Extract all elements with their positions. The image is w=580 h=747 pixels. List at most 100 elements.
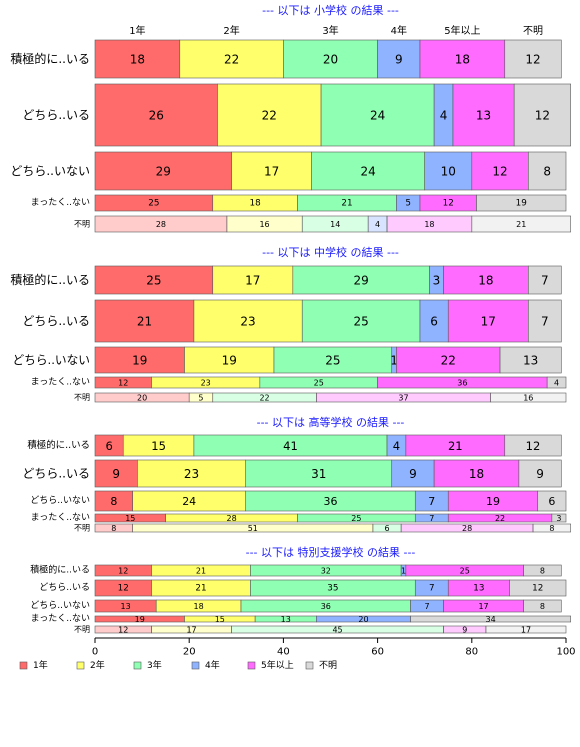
- data-label: 17: [245, 274, 260, 288]
- row-label: まったく..ない: [31, 377, 90, 388]
- data-label: 18: [455, 53, 470, 67]
- row-label: どちら..いる: [22, 314, 90, 328]
- data-label: 22: [259, 394, 269, 403]
- data-label: 31: [311, 467, 326, 481]
- data-label: 26: [149, 109, 164, 123]
- data-label: 12: [526, 439, 541, 453]
- bar-segment: [377, 39, 421, 79]
- legend-swatch: [191, 661, 200, 670]
- data-label: 22: [495, 514, 505, 523]
- data-label: 15: [125, 514, 135, 523]
- bar-segment: [528, 265, 562, 295]
- row-label: どちら..いない: [30, 495, 90, 506]
- bar-segment: [513, 83, 572, 147]
- x-tick-label: 60: [371, 647, 384, 658]
- data-label: 7: [428, 495, 435, 508]
- data-label: 20: [137, 394, 147, 403]
- data-label: 4: [440, 109, 448, 123]
- bar-segment: [532, 523, 572, 533]
- data-label: 10: [441, 165, 456, 179]
- data-label: 9: [536, 467, 544, 481]
- column-header: 5年以上: [444, 24, 480, 37]
- data-label: 13: [473, 584, 484, 594]
- data-label: 8: [549, 524, 554, 533]
- data-label: 4: [393, 439, 400, 453]
- bar-segment: [551, 513, 567, 523]
- data-label: 21: [341, 199, 352, 209]
- row-label: 不明: [74, 220, 90, 229]
- legend-swatch: [305, 661, 314, 670]
- data-label: 7: [541, 315, 549, 329]
- bar-segment: [419, 299, 449, 343]
- data-label: 9: [112, 467, 120, 481]
- bar-segment: [509, 579, 567, 597]
- data-label: 15: [151, 439, 166, 453]
- legend-label: 2年: [90, 659, 105, 671]
- row-label: まったく..ない: [31, 512, 90, 523]
- data-label: 25: [353, 315, 368, 329]
- bar-segment: [504, 39, 562, 79]
- data-label: 18: [424, 220, 434, 229]
- bar-segment: [452, 83, 515, 147]
- data-label: 4: [375, 220, 380, 229]
- x-tick-label: 40: [277, 647, 290, 658]
- bar-segment: [504, 434, 562, 457]
- bar-segment: [292, 265, 430, 295]
- data-label: 18: [469, 467, 484, 481]
- data-label: 24: [361, 165, 376, 179]
- data-label: 8: [540, 567, 545, 576]
- data-label: 25: [460, 567, 470, 576]
- bar-segment: [471, 151, 529, 191]
- legend-swatch: [133, 661, 142, 670]
- data-label: 7: [429, 514, 434, 523]
- bar-segment: [537, 490, 567, 512]
- bar-segment: [193, 299, 303, 343]
- row-label: まったく..ない: [31, 613, 90, 624]
- data-label: 36: [457, 379, 467, 388]
- data-label: 12: [118, 626, 128, 635]
- row-label: どちら..いる: [39, 582, 90, 593]
- data-label: 12: [118, 584, 129, 594]
- bar-segment: [179, 39, 284, 79]
- column-header: 2年: [223, 24, 239, 37]
- bar-segment: [546, 376, 567, 389]
- bar-segment: [137, 459, 247, 488]
- bar-segment: [283, 39, 378, 79]
- data-label: 28: [226, 514, 236, 523]
- data-label: 51: [248, 524, 258, 533]
- row-label: 積極的に..いる: [30, 564, 90, 576]
- data-label: 19: [516, 199, 527, 209]
- column-header: 1年: [129, 24, 145, 37]
- data-label: 12: [532, 584, 543, 594]
- column-header: 3年: [322, 24, 338, 37]
- bar-segment: [523, 564, 562, 577]
- bar-segment: [433, 459, 520, 488]
- data-label: 9: [409, 467, 417, 481]
- bar-segment: [391, 459, 435, 488]
- row-label: 不明: [74, 524, 90, 533]
- legend-swatch: [76, 661, 85, 670]
- data-label: 6: [430, 315, 438, 329]
- data-label: 16: [259, 220, 269, 229]
- data-label: 13: [121, 602, 131, 611]
- data-label: 28: [462, 524, 472, 533]
- data-label: 4: [554, 379, 559, 388]
- bar-segment: [476, 194, 567, 212]
- data-label: 21: [137, 315, 152, 329]
- legend-label: 1年: [33, 659, 48, 671]
- row-label: どちら..いる: [22, 467, 90, 481]
- legend-label: 5年以上: [261, 659, 294, 671]
- data-label: 8: [543, 165, 551, 179]
- legend-label: 3年: [147, 659, 162, 671]
- row-label: 積極的に..いる: [10, 272, 90, 287]
- legend-swatch: [19, 661, 28, 670]
- data-label: 19: [132, 354, 147, 368]
- data-label: 6: [548, 495, 555, 508]
- data-label: 6: [384, 524, 389, 533]
- data-label: 19: [222, 354, 237, 368]
- data-label: 13: [281, 615, 291, 624]
- data-label: 20: [323, 53, 338, 67]
- bar-segment: [528, 299, 562, 343]
- data-label: 12: [535, 109, 550, 123]
- data-label: 18: [250, 199, 261, 209]
